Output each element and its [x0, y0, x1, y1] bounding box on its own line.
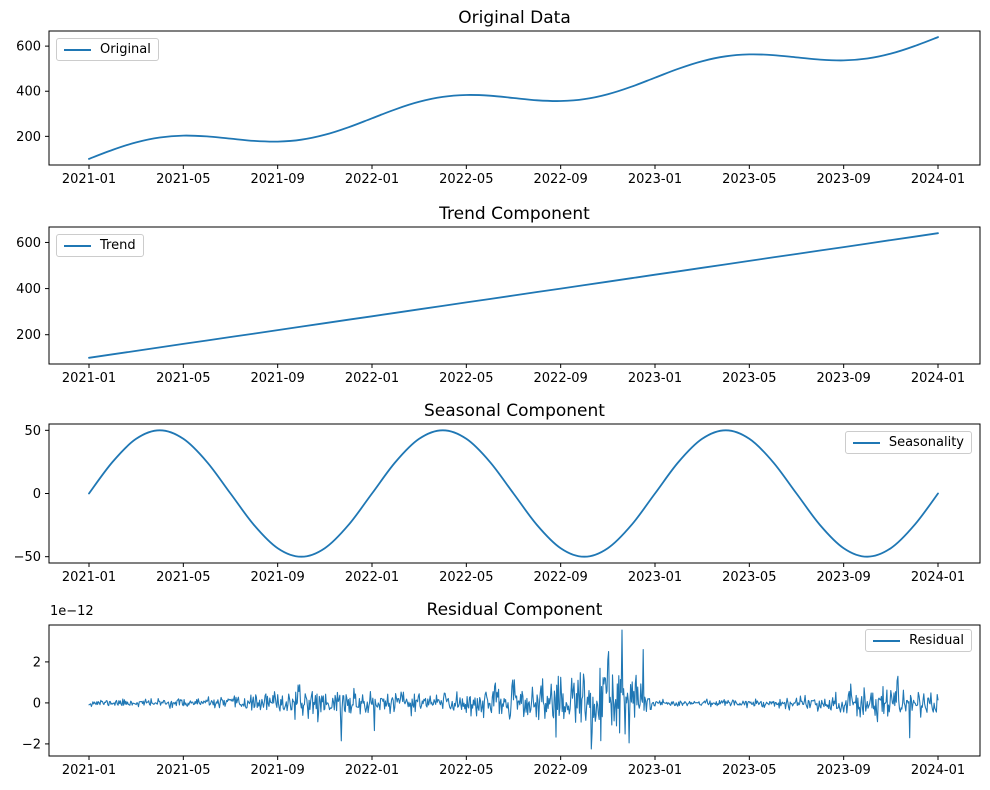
svg-text:2022-05: 2022-05 [439, 570, 493, 585]
svg-text:600: 600 [16, 236, 41, 251]
svg-text:2021-09: 2021-09 [251, 371, 305, 386]
svg-text:2023-09: 2023-09 [817, 172, 871, 187]
svg-text:0: 0 [33, 487, 41, 502]
legend-residual: Residual [865, 629, 972, 652]
svg-text:2021-05: 2021-05 [156, 371, 210, 386]
plot-title-seasonal: Seasonal Component [424, 401, 605, 421]
legend-label-seasonality: Seasonality [888, 435, 964, 450]
svg-text:2023-01: 2023-01 [628, 570, 682, 585]
svg-text:2022-01: 2022-01 [345, 763, 399, 778]
legend-trend: Trend [56, 234, 144, 257]
svg-text:2023-01: 2023-01 [628, 371, 682, 386]
svg-text:−50: −50 [14, 550, 41, 565]
svg-text:2021-09: 2021-09 [251, 763, 305, 778]
svg-text:2021-05: 2021-05 [156, 763, 210, 778]
plot-title-residual: Residual Component [426, 600, 603, 620]
svg-text:−2: −2 [22, 737, 41, 752]
svg-text:600: 600 [16, 40, 41, 55]
svg-text:2022-01: 2022-01 [345, 570, 399, 585]
legend-line-icon [64, 244, 91, 247]
svg-text:2022-09: 2022-09 [534, 172, 588, 187]
svg-text:2023-01: 2023-01 [628, 763, 682, 778]
plot-title-original: Original Data [458, 8, 571, 28]
legend-line-icon [852, 441, 880, 444]
svg-text:2022-09: 2022-09 [534, 371, 588, 386]
svg-text:2022-01: 2022-01 [345, 371, 399, 386]
svg-text:50: 50 [24, 424, 41, 439]
svg-text:200: 200 [16, 328, 41, 343]
svg-text:2021-05: 2021-05 [156, 172, 210, 187]
svg-text:2022-05: 2022-05 [439, 172, 493, 187]
legend-line-icon [873, 639, 901, 642]
svg-text:2023-05: 2023-05 [722, 172, 776, 187]
y-axis-offset-label: 1e−12 [50, 604, 94, 619]
svg-text:2022-05: 2022-05 [439, 763, 493, 778]
svg-text:2021-05: 2021-05 [156, 570, 210, 585]
svg-text:200: 200 [16, 130, 41, 145]
svg-text:2024-01: 2024-01 [911, 371, 965, 386]
svg-text:400: 400 [16, 85, 41, 100]
svg-text:2023-09: 2023-09 [817, 570, 871, 585]
svg-text:2021-09: 2021-09 [251, 172, 305, 187]
svg-text:2021-01: 2021-01 [62, 570, 116, 585]
svg-text:2021-01: 2021-01 [62, 172, 116, 187]
svg-text:2022-09: 2022-09 [534, 570, 588, 585]
svg-text:2021-01: 2021-01 [62, 763, 116, 778]
plot-title-trend: Trend Component [439, 204, 590, 224]
legend-line-icon [64, 48, 91, 51]
svg-text:2023-05: 2023-05 [722, 371, 776, 386]
svg-text:2024-01: 2024-01 [911, 172, 965, 187]
svg-text:2022-05: 2022-05 [439, 371, 493, 386]
svg-text:2023-05: 2023-05 [722, 763, 776, 778]
legend-label-residual: Residual [909, 633, 964, 648]
svg-text:2024-01: 2024-01 [911, 570, 965, 585]
svg-text:2023-09: 2023-09 [817, 371, 871, 386]
svg-text:2023-05: 2023-05 [722, 570, 776, 585]
svg-text:0: 0 [33, 696, 41, 711]
svg-text:400: 400 [16, 282, 41, 297]
svg-text:2022-09: 2022-09 [534, 763, 588, 778]
svg-text:2022-01: 2022-01 [345, 172, 399, 187]
legend-label-trend: Trend [100, 238, 136, 253]
svg-text:2021-01: 2021-01 [62, 371, 116, 386]
legend-seasonality: Seasonality [844, 431, 972, 454]
svg-text:2023-01: 2023-01 [628, 172, 682, 187]
legend-label-original: Original [100, 42, 151, 57]
legend-original: Original [56, 38, 159, 61]
svg-text:2023-09: 2023-09 [817, 763, 871, 778]
svg-text:2021-09: 2021-09 [251, 570, 305, 585]
svg-text:2024-01: 2024-01 [911, 763, 965, 778]
svg-text:2: 2 [33, 655, 41, 670]
